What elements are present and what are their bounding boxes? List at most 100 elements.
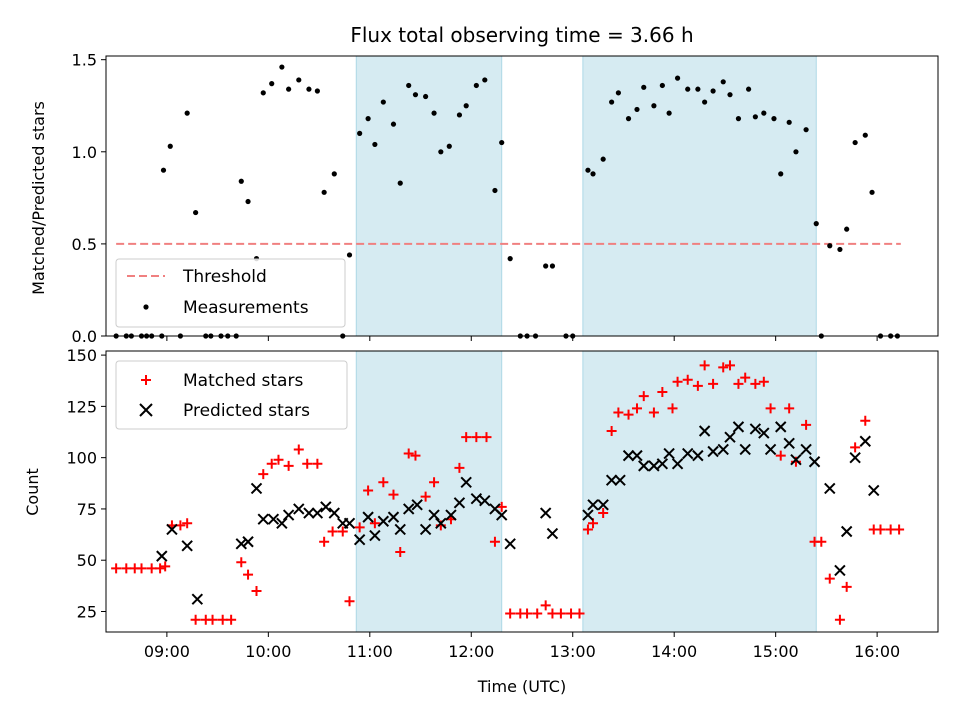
y-tick-label: 125 bbox=[66, 397, 97, 416]
measurement-point bbox=[720, 79, 726, 85]
measurement-point bbox=[390, 121, 397, 127]
predicted-point bbox=[343, 517, 356, 529]
matched-point bbox=[824, 573, 835, 584]
predicted-point bbox=[320, 501, 332, 513]
predicted-point bbox=[394, 523, 406, 536]
y-tick-label: 0.0 bbox=[72, 327, 97, 346]
predicted-point bbox=[614, 474, 626, 486]
matched-point bbox=[251, 585, 262, 596]
matched-point bbox=[266, 458, 277, 469]
matched-point bbox=[672, 376, 683, 387]
predicted-point bbox=[267, 513, 280, 525]
matched-point bbox=[461, 432, 472, 443]
predicted-point bbox=[749, 423, 762, 435]
matched-point bbox=[217, 614, 228, 625]
measurement-point bbox=[372, 141, 378, 148]
matched-point bbox=[429, 477, 440, 488]
predicted-point bbox=[387, 511, 400, 523]
predicted-point bbox=[257, 513, 269, 525]
matched-point bbox=[243, 569, 254, 580]
measurement-point bbox=[245, 198, 251, 205]
measurement-point bbox=[269, 81, 275, 87]
matched-point bbox=[481, 432, 492, 443]
matched-point bbox=[816, 536, 827, 547]
predicted-point bbox=[353, 533, 366, 546]
matched-point bbox=[283, 460, 294, 471]
measurement-point bbox=[286, 86, 292, 92]
predicted-point bbox=[191, 593, 204, 605]
predicted-point bbox=[495, 509, 508, 521]
measurement-point bbox=[813, 221, 819, 227]
predicted-point bbox=[377, 515, 390, 527]
matched-point bbox=[834, 614, 845, 625]
x-tick-label: 10:00 bbox=[245, 642, 291, 661]
series-matched-stars bbox=[111, 360, 905, 625]
predicted-point bbox=[181, 540, 193, 552]
measurement-point bbox=[666, 110, 672, 116]
matched-point bbox=[302, 458, 313, 469]
y-tick-label: 150 bbox=[66, 346, 97, 365]
predicted-point bbox=[166, 523, 178, 536]
matched-point bbox=[354, 522, 365, 533]
legend-predicted-swatch bbox=[139, 403, 153, 417]
matched-point bbox=[613, 407, 624, 418]
measurement-point bbox=[431, 110, 437, 116]
matched-point bbox=[740, 372, 751, 383]
legend-matched-swatch bbox=[141, 375, 151, 385]
matched-point bbox=[733, 378, 744, 389]
matched-point bbox=[775, 450, 786, 461]
measurement-point bbox=[446, 143, 452, 149]
legend-matched-label: Matched stars bbox=[183, 371, 303, 391]
predicted-point bbox=[682, 447, 694, 460]
measurement-point bbox=[827, 243, 833, 249]
predicted-point bbox=[783, 437, 795, 450]
predicted-point bbox=[402, 503, 415, 515]
y-tick-label: 1.0 bbox=[72, 143, 97, 162]
matched-point bbox=[344, 596, 355, 607]
matched-point bbox=[378, 477, 389, 488]
predicted-point bbox=[800, 443, 812, 456]
matched-point bbox=[699, 360, 710, 371]
predicted-point bbox=[303, 507, 315, 519]
predicted-point bbox=[758, 427, 770, 439]
matched-point bbox=[489, 536, 500, 547]
matched-point bbox=[708, 378, 719, 389]
legend-box bbox=[115, 360, 348, 430]
top-panel: 0.0 0.5 1.0 1.5 Threshold Measurements bbox=[72, 51, 939, 346]
matched-point bbox=[273, 454, 284, 465]
y-tick-label: 1.5 bbox=[72, 51, 97, 70]
matched-point bbox=[505, 608, 516, 619]
bottom-panel: 25 50 75 100 125 150 09:00 10:00 11:00 12:00 13:00… bbox=[66, 346, 939, 661]
measurement-point bbox=[837, 246, 843, 253]
predicted-point bbox=[587, 499, 599, 511]
measurement-point bbox=[473, 82, 479, 89]
matched-point bbox=[190, 614, 201, 625]
matched-point bbox=[312, 458, 323, 469]
predicted-point bbox=[470, 492, 483, 505]
y-tick-label: 100 bbox=[66, 449, 97, 468]
matched-point bbox=[226, 614, 237, 625]
measurement-point bbox=[279, 64, 285, 70]
measurement-point bbox=[625, 116, 632, 122]
axes-frame bbox=[105, 350, 939, 633]
matched-point bbox=[327, 526, 338, 537]
axes-frame bbox=[105, 55, 939, 337]
measurement-point bbox=[600, 156, 606, 162]
measurement-point bbox=[482, 77, 488, 83]
measurement-point bbox=[634, 106, 640, 113]
measurement-point bbox=[365, 116, 371, 122]
predicted-point bbox=[631, 449, 643, 462]
measurement-point bbox=[710, 88, 716, 94]
x-tick-label: 16:00 bbox=[854, 642, 900, 661]
measurement-point bbox=[844, 226, 850, 232]
predicted-point bbox=[369, 529, 381, 542]
measurement-point bbox=[641, 84, 647, 90]
measurement-point bbox=[761, 110, 767, 116]
measurement-point bbox=[869, 189, 875, 195]
predicted-point bbox=[411, 499, 423, 511]
matched-point bbox=[841, 581, 852, 592]
matched-point bbox=[638, 391, 649, 402]
matched-point bbox=[894, 524, 905, 535]
predicted-point bbox=[419, 523, 432, 536]
matched-point bbox=[363, 485, 374, 496]
